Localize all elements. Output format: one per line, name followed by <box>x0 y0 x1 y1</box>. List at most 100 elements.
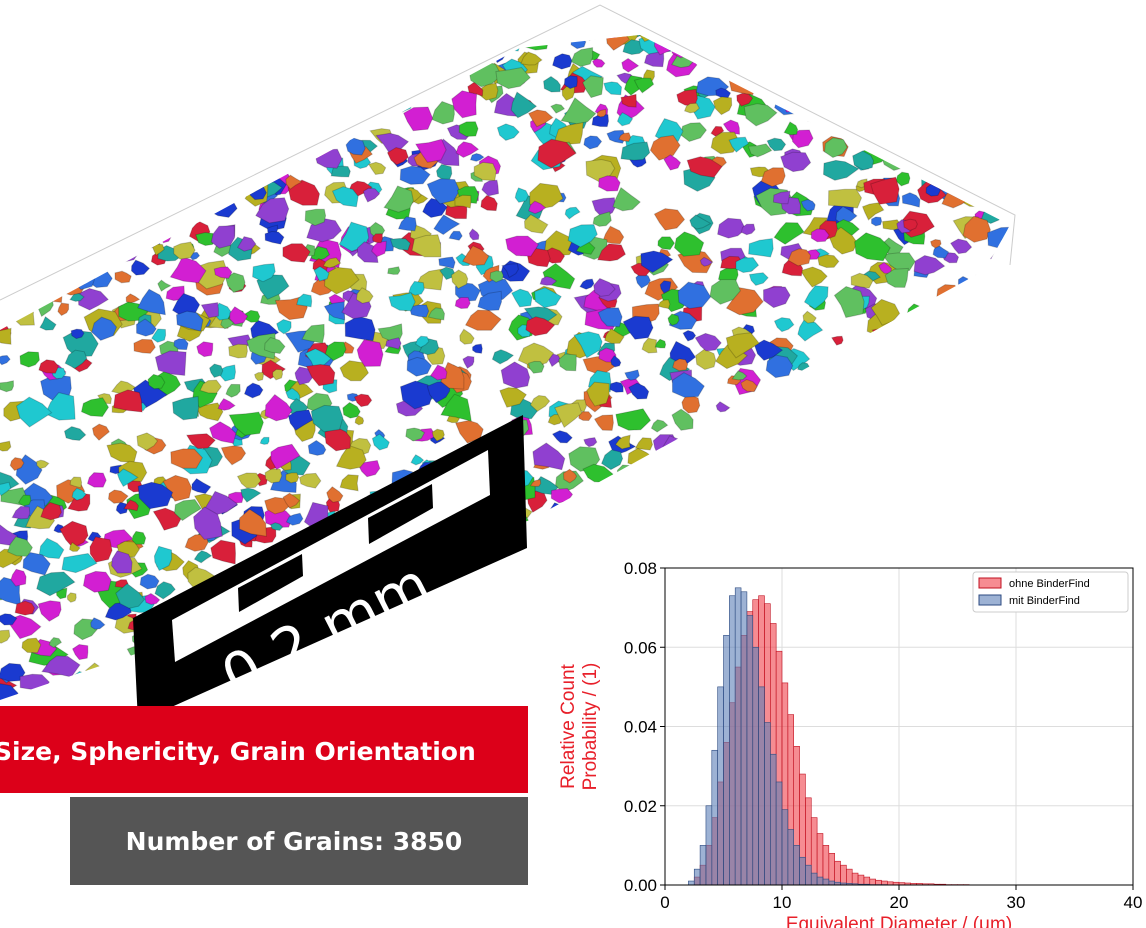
grain <box>22 638 41 653</box>
grain <box>683 331 696 342</box>
grain <box>9 257 27 272</box>
grain <box>632 499 658 520</box>
grain <box>784 122 797 135</box>
grain <box>742 59 761 78</box>
grain <box>209 198 237 218</box>
grain <box>612 513 643 539</box>
grain <box>497 124 519 140</box>
grain <box>870 354 885 366</box>
count-text: Number of Grains: 3850 <box>126 827 463 856</box>
bar <box>770 754 776 885</box>
grain <box>662 516 690 538</box>
grain <box>929 159 953 180</box>
grain <box>551 104 565 113</box>
grain <box>871 442 883 451</box>
grain <box>945 15 966 33</box>
grain <box>217 54 237 69</box>
grain <box>521 696 532 705</box>
grain <box>153 47 180 66</box>
grain <box>655 34 677 55</box>
grain <box>857 383 890 406</box>
grain <box>533 443 565 470</box>
grain <box>466 37 489 64</box>
grain <box>51 267 77 284</box>
grain <box>945 83 965 103</box>
grain <box>899 7 912 16</box>
grain <box>850 113 883 140</box>
grain <box>115 271 131 283</box>
bar <box>747 616 753 885</box>
grain <box>916 123 941 144</box>
grain <box>67 201 89 217</box>
grain <box>218 399 235 411</box>
grain <box>307 676 329 701</box>
grain <box>451 50 471 67</box>
grain <box>512 289 532 307</box>
grain <box>642 338 657 353</box>
grain <box>819 4 840 21</box>
grain <box>661 464 683 482</box>
grain <box>286 473 299 483</box>
grain <box>571 37 586 49</box>
grain <box>279 86 303 112</box>
grain <box>347 46 376 68</box>
grain <box>464 49 487 66</box>
grain <box>300 117 315 128</box>
grain <box>182 45 215 67</box>
bar <box>788 830 794 885</box>
grain <box>294 57 325 84</box>
grain <box>1001 250 1017 259</box>
grain <box>747 447 777 470</box>
grain <box>901 104 914 115</box>
grain <box>155 582 175 599</box>
grain <box>324 81 356 99</box>
grain <box>803 311 816 323</box>
grain <box>769 412 785 423</box>
grain <box>76 188 106 208</box>
grain <box>602 515 626 532</box>
grain <box>73 70 104 93</box>
grain <box>95 667 120 689</box>
grain <box>82 398 109 417</box>
grain <box>955 5 972 18</box>
grain <box>289 25 314 46</box>
x-tick-label: 10 <box>773 893 792 912</box>
grain <box>970 462 994 492</box>
grain <box>128 51 140 62</box>
grain <box>0 381 14 392</box>
grain <box>286 22 312 43</box>
grain <box>831 0 846 9</box>
grain <box>707 7 722 18</box>
grain <box>899 6 918 28</box>
grain <box>177 168 193 176</box>
grain <box>109 490 129 503</box>
grain <box>562 87 574 101</box>
grain <box>0 279 31 300</box>
grain <box>405 630 433 650</box>
grain <box>369 162 386 174</box>
grain <box>809 450 822 461</box>
grain <box>510 665 537 686</box>
grain <box>197 342 213 357</box>
grain <box>97 153 128 170</box>
grain <box>83 689 111 707</box>
grain <box>904 142 925 157</box>
grain <box>308 441 326 456</box>
grain <box>448 664 466 679</box>
grain <box>15 251 33 268</box>
bar <box>794 845 800 885</box>
grain <box>318 79 330 91</box>
grain <box>1011 10 1027 23</box>
grain <box>229 344 248 358</box>
grain <box>764 287 791 308</box>
grain <box>970 174 987 189</box>
grain <box>992 146 1015 163</box>
grain <box>400 79 427 98</box>
grain <box>834 287 864 318</box>
grain <box>981 272 1007 295</box>
grain <box>247 182 258 191</box>
grain <box>316 108 331 119</box>
figure: 0.2 mm Size, Sphericity, Grain Orientati… <box>0 0 1146 928</box>
grain <box>439 257 455 268</box>
grain <box>388 267 400 275</box>
